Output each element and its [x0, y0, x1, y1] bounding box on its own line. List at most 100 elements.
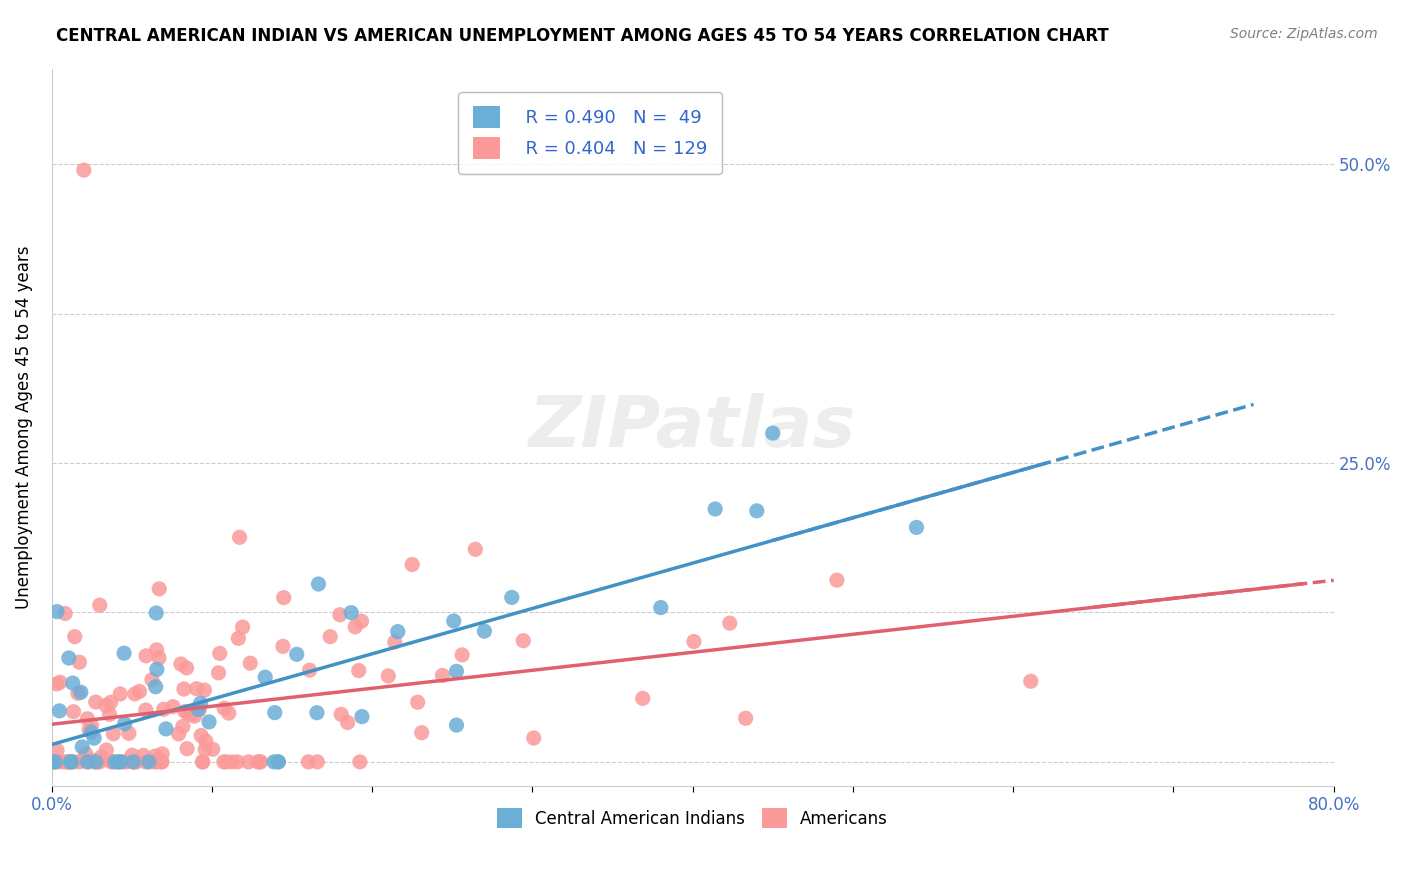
Central American Indians [59, 755, 82, 769]
Americans [170, 657, 193, 671]
Central American Indians [60, 755, 83, 769]
Americans [215, 755, 238, 769]
Americans [122, 755, 145, 769]
Americans [101, 755, 124, 769]
Americans [201, 742, 224, 756]
Americans [297, 755, 319, 769]
Americans [350, 614, 373, 628]
Americans [100, 695, 122, 709]
Americans [84, 755, 107, 769]
Americans [110, 687, 132, 701]
Americans [89, 755, 111, 769]
Americans [190, 729, 212, 743]
Americans [49, 755, 72, 769]
Americans [148, 582, 170, 596]
Americans [246, 755, 269, 769]
Americans [112, 755, 135, 769]
Americans [523, 731, 546, 745]
Americans [125, 755, 148, 769]
Central American Indians [84, 755, 107, 769]
Americans [121, 748, 143, 763]
Americans [249, 755, 271, 769]
Americans [148, 651, 170, 665]
Central American Indians [80, 725, 103, 739]
Central American Indians [76, 755, 98, 769]
Americans [411, 725, 433, 739]
Central American Indians [446, 718, 468, 732]
Americans [124, 755, 146, 769]
Americans [336, 715, 359, 730]
Americans [734, 711, 756, 725]
Central American Indians [305, 706, 328, 720]
Americans [77, 723, 100, 737]
Legend: Central American Indians, Americans: Central American Indians, Americans [491, 801, 894, 835]
Central American Indians [41, 755, 63, 769]
Central American Indians [48, 704, 70, 718]
Central American Indians [72, 739, 94, 754]
Central American Indians [122, 755, 145, 769]
Americans [401, 558, 423, 572]
Americans [87, 755, 110, 769]
Americans [132, 748, 155, 763]
Americans [718, 616, 741, 631]
Americans [150, 755, 173, 769]
Americans [76, 712, 98, 726]
Americans [193, 683, 215, 698]
Central American Indians [762, 426, 785, 441]
Americans [432, 668, 454, 682]
Americans [98, 707, 121, 722]
Americans [75, 747, 97, 761]
Americans [228, 632, 250, 646]
Text: ZIPatlas: ZIPatlas [529, 392, 856, 462]
Americans [1019, 674, 1042, 689]
Central American Indians [138, 755, 160, 769]
Central American Indians [307, 577, 329, 591]
Americans [298, 663, 321, 677]
Americans [94, 698, 117, 713]
Americans [631, 691, 654, 706]
Americans [42, 755, 65, 769]
Americans [683, 634, 706, 648]
Americans [107, 755, 129, 769]
Americans [191, 755, 214, 769]
Central American Indians [350, 709, 373, 723]
Central American Indians [267, 755, 290, 769]
Americans [44, 755, 66, 769]
Americans [172, 719, 194, 733]
Central American Indians [46, 605, 69, 619]
Central American Indians [387, 624, 409, 639]
Americans [451, 648, 474, 662]
Americans [115, 755, 138, 769]
Americans [69, 755, 91, 769]
Americans [271, 640, 294, 654]
Americans [173, 681, 195, 696]
Central American Indians [107, 755, 129, 769]
Central American Indians [110, 755, 132, 769]
Americans [825, 573, 848, 587]
Americans [66, 686, 89, 700]
Americans [100, 755, 122, 769]
Americans [239, 657, 262, 671]
Central American Indians [745, 504, 768, 518]
Central American Indians [104, 755, 127, 769]
Americans [76, 755, 98, 769]
Central American Indians [146, 662, 169, 676]
Americans [212, 701, 235, 715]
Americans [191, 755, 214, 769]
Americans [58, 755, 80, 769]
Americans [512, 633, 534, 648]
Americans [67, 655, 90, 669]
Americans [80, 718, 103, 732]
Americans [143, 755, 166, 769]
Americans [207, 665, 229, 680]
Americans [56, 755, 79, 769]
Americans [377, 669, 399, 683]
Central American Indians [263, 755, 285, 769]
Central American Indians [267, 755, 290, 769]
Americans [141, 673, 163, 687]
Central American Indians [69, 685, 91, 699]
Americans [128, 684, 150, 698]
Americans [124, 687, 146, 701]
Central American Indians [62, 676, 84, 690]
Americans [238, 755, 260, 769]
